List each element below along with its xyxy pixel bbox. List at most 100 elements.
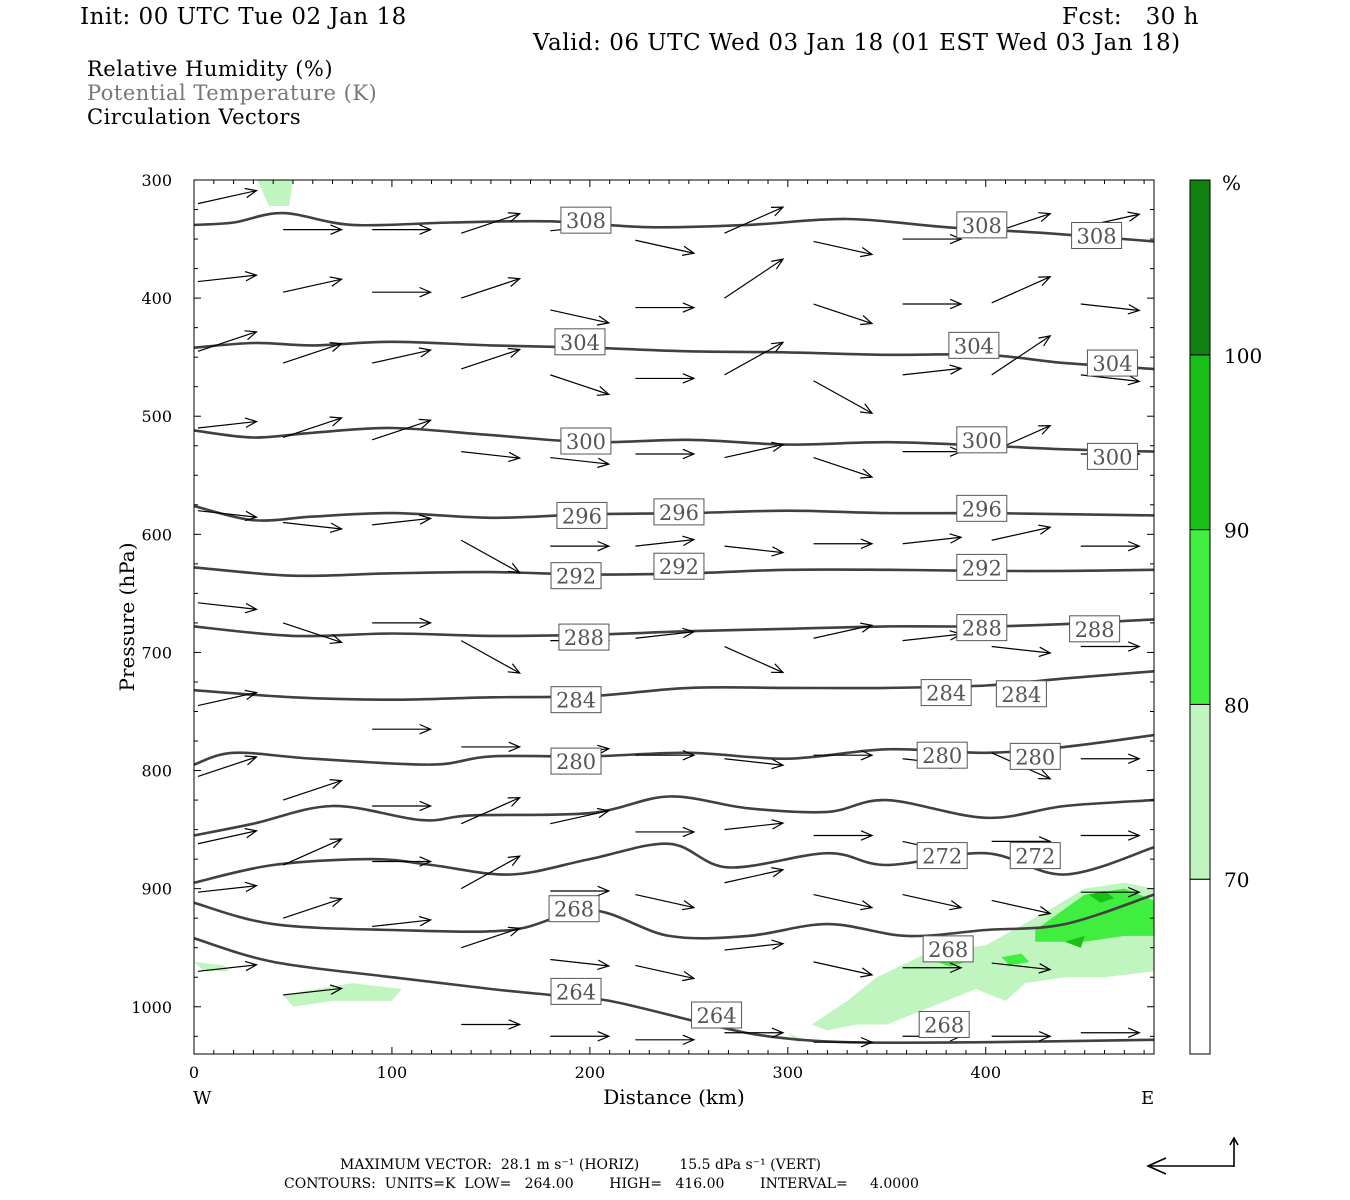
circulation-vector xyxy=(197,881,259,893)
y-tick-label: 500 xyxy=(141,407,172,426)
contour-label: 300 xyxy=(1086,442,1138,470)
contour-label: 288 xyxy=(558,623,610,651)
contour-label-text: 272 xyxy=(1015,845,1055,869)
contour-label: 280 xyxy=(916,741,968,769)
contour-label-text: 280 xyxy=(922,744,962,768)
circulation-vector xyxy=(372,347,433,364)
contour-label-text: 300 xyxy=(962,429,1002,453)
circulation-vector xyxy=(1080,641,1141,652)
circulation-vector xyxy=(813,961,874,978)
contour-label: 304 xyxy=(554,328,606,356)
contour-label-text: 296 xyxy=(659,501,699,525)
contour-label: 288 xyxy=(956,614,1008,642)
colorbar-segment xyxy=(1189,878,1211,1055)
circulation-vector xyxy=(283,984,344,996)
x-tick-label: 400 xyxy=(970,1063,1001,1082)
x-tick-label: 0 xyxy=(189,1063,199,1082)
contour-label-text: 288 xyxy=(564,626,604,650)
isentrope-304 xyxy=(194,340,1154,371)
circulation-vector xyxy=(635,826,696,838)
circulation-vector xyxy=(197,271,259,283)
circulation-vector xyxy=(635,749,696,761)
circulation-vector xyxy=(282,342,344,364)
circulation-vector xyxy=(372,224,433,235)
circulation-vector xyxy=(1080,303,1141,315)
init-time: Init: 00 UTC Tue 02 Jan 18 xyxy=(80,4,407,30)
max-vector-note: MAXIMUM VECTOR: 28.1 m s⁻¹ (HORIZ) 15.5 … xyxy=(340,1157,822,1173)
circulation-vector xyxy=(991,335,1052,376)
colorbar-unit: % xyxy=(1222,171,1241,195)
circulation-vector xyxy=(902,630,963,642)
circulation-vector xyxy=(724,258,785,299)
isentrope-272 xyxy=(194,842,1154,884)
contour-label-text: 308 xyxy=(962,214,1002,238)
contour-label: 272 xyxy=(916,842,968,870)
circulation-vector xyxy=(635,373,696,384)
axes: 300 400 500 600 700 800 900 1000 0 100 200 300 400 xyxy=(131,171,1154,1082)
circulation-vector xyxy=(372,723,433,735)
contour-label-text: 280 xyxy=(1015,745,1055,769)
circulation-vector xyxy=(282,416,344,439)
colorbar-level: 80 xyxy=(1224,693,1249,717)
circulation-vector xyxy=(724,545,785,557)
circulation-vector xyxy=(197,510,259,522)
circulation-vector xyxy=(550,540,611,552)
y-tick-label: 1000 xyxy=(131,998,172,1017)
circulation-vector xyxy=(724,867,785,884)
circulation-vector xyxy=(635,535,696,547)
circulation-vector xyxy=(550,374,611,396)
contour-label-text: 292 xyxy=(556,565,596,589)
contour-label: 284 xyxy=(920,679,972,707)
contour-label: 296 xyxy=(556,501,608,529)
circulation-vector xyxy=(724,206,785,234)
colorbar-segment xyxy=(1189,354,1211,531)
circulation-vector xyxy=(724,645,785,674)
contour-label: 292 xyxy=(550,562,602,590)
circulation-vector xyxy=(460,539,522,574)
contour-label: 292 xyxy=(653,552,705,580)
contour-label-text: 304 xyxy=(954,334,994,358)
x-tick-label: 300 xyxy=(773,1063,804,1082)
contour-info: CONTOURS: UNITS=K LOW= 264.00 HIGH= 416.… xyxy=(284,1176,919,1192)
circulation-vector xyxy=(902,233,963,245)
x-tick-label: 100 xyxy=(377,1063,408,1082)
contour-label: 292 xyxy=(956,553,1008,581)
isentrope-280 xyxy=(194,733,1154,766)
circulation-vector xyxy=(724,939,785,951)
contour-label: 264 xyxy=(550,977,602,1005)
circulation-vector xyxy=(282,838,344,866)
isentrope-264 xyxy=(194,937,1154,1045)
circulation-vector xyxy=(902,446,963,457)
east-label: E xyxy=(1141,1088,1154,1109)
circulation-vector xyxy=(813,240,874,258)
circulation-vector xyxy=(460,640,522,674)
circulation-vector xyxy=(197,417,259,429)
circulation-vector xyxy=(635,239,696,256)
circulation-vector xyxy=(902,533,963,545)
circulation-vector xyxy=(461,451,522,463)
y-tick-label: 900 xyxy=(141,880,172,899)
contour-label: 300 xyxy=(560,427,612,455)
circulation-vector xyxy=(1080,830,1141,841)
contour-label: 268 xyxy=(922,935,974,963)
contour-label-text: 304 xyxy=(1092,352,1132,376)
circulation-vector xyxy=(902,364,963,376)
x-tick-label: 200 xyxy=(575,1063,606,1082)
colorbar-level: 90 xyxy=(1224,519,1249,543)
y-axis-label: Pressure (hPa) xyxy=(115,543,139,692)
circulation-vector xyxy=(550,456,611,469)
contour-label-text: 296 xyxy=(562,504,602,528)
west-label: W xyxy=(193,1088,212,1109)
circulation-vector xyxy=(550,807,611,825)
contour-label-text: 268 xyxy=(554,898,594,922)
contour-label: 304 xyxy=(1086,349,1138,377)
contour-label-text: 284 xyxy=(1001,683,1041,707)
circulation-vector xyxy=(372,286,433,298)
contour-label-text: 264 xyxy=(697,1004,737,1028)
circulation-vector xyxy=(197,330,258,352)
circulation-vector xyxy=(813,303,874,326)
isentropes xyxy=(194,211,1154,1045)
contour-label-text: 268 xyxy=(924,1013,964,1037)
contour-label: 284 xyxy=(550,686,602,714)
rh-region-90 xyxy=(1064,935,1085,948)
